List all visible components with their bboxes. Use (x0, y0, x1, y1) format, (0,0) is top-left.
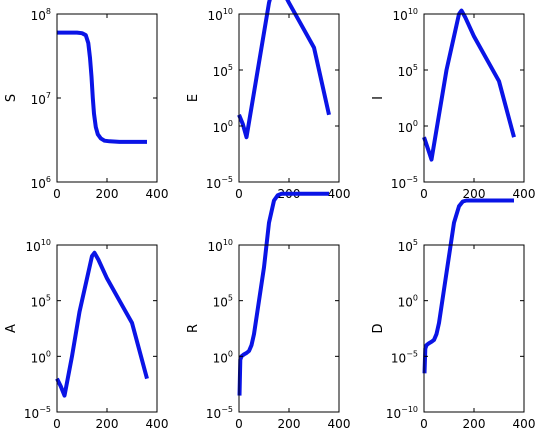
y-axis-label: A (4, 324, 19, 333)
y-tick-label: 100 (398, 119, 418, 135)
x-tick-label: 400 (513, 417, 536, 431)
y-tick-label: 108 (31, 7, 51, 23)
y-tick-label: 10−10 (386, 405, 418, 421)
y-axis-label: D (371, 323, 386, 333)
y-tick-label: 100 (398, 294, 418, 310)
x-tick-label: 0 (420, 417, 428, 431)
y-tick-label: 105 (398, 63, 418, 79)
x-tick-label: 0 (53, 417, 61, 431)
y-tick-label: 10−5 (391, 349, 418, 365)
x-tick-label: 400 (513, 187, 536, 201)
x-tick-label: 400 (328, 187, 351, 201)
series-line-s (57, 30, 147, 144)
x-tick-label: 400 (146, 187, 169, 201)
y-tick-label: 1010 (208, 238, 233, 254)
x-tick-label: 200 (96, 187, 119, 201)
x-tick-label: 200 (463, 187, 486, 201)
y-tick-label: 107 (31, 91, 51, 107)
subplot-a: 0 200 400 10−5 100 105 1010 A (4, 238, 168, 431)
series-line-e (237, 0, 331, 140)
y-tick-label: 10−5 (206, 405, 233, 421)
y-tick-label: 106 (31, 175, 51, 191)
y-axis-label: R (186, 324, 201, 333)
y-axis-label: S (4, 94, 19, 102)
y-tick-label: 1010 (393, 7, 418, 23)
x-tick-label: 200 (96, 417, 119, 431)
y-tick-label: 1010 (26, 238, 51, 254)
x-tick-label: 0 (235, 417, 243, 431)
x-tick-label: 0 (53, 187, 61, 201)
axes-box (56, 13, 158, 183)
subplot-r: 0 200 400 10−5 100 105 1010 R (186, 191, 351, 431)
x-tick-label: 200 (463, 417, 486, 431)
y-tick-label: 10−5 (24, 405, 51, 421)
x-tick-label: 0 (420, 187, 428, 201)
axes-box (56, 244, 158, 413)
series-line-i (422, 8, 516, 162)
series-line-d (422, 198, 514, 374)
subplot-i: 0 200 400 10−5 100 105 1010 I (371, 7, 535, 201)
x-tick-label: 0 (235, 187, 243, 201)
x-tick-label: 400 (146, 417, 169, 431)
x-tick-label: 400 (328, 417, 351, 431)
y-tick-label: 1010 (208, 7, 233, 23)
y-tick-label: 105 (213, 63, 233, 79)
subplot-d: 0 200 400 10−10 10−5 100 105 D (371, 198, 536, 431)
y-tick-label: 105 (398, 238, 418, 254)
y-axis-label: I (371, 96, 386, 100)
x-tick-label: 200 (278, 417, 301, 431)
series-line-a (55, 250, 149, 398)
subplot-s: 0 200 400 106 107 108 S (4, 7, 168, 201)
y-tick-label: 100 (213, 349, 233, 365)
y-axis-label: E (186, 94, 201, 102)
y-tick-label: 100 (31, 349, 51, 365)
y-tick-label: 100 (213, 119, 233, 135)
y-tick-label: 10−5 (391, 175, 418, 191)
y-tick-label: 105 (213, 294, 233, 310)
series-line-r (237, 191, 329, 396)
y-tick-label: 105 (31, 294, 51, 310)
y-tick-label: 10−5 (206, 175, 233, 191)
